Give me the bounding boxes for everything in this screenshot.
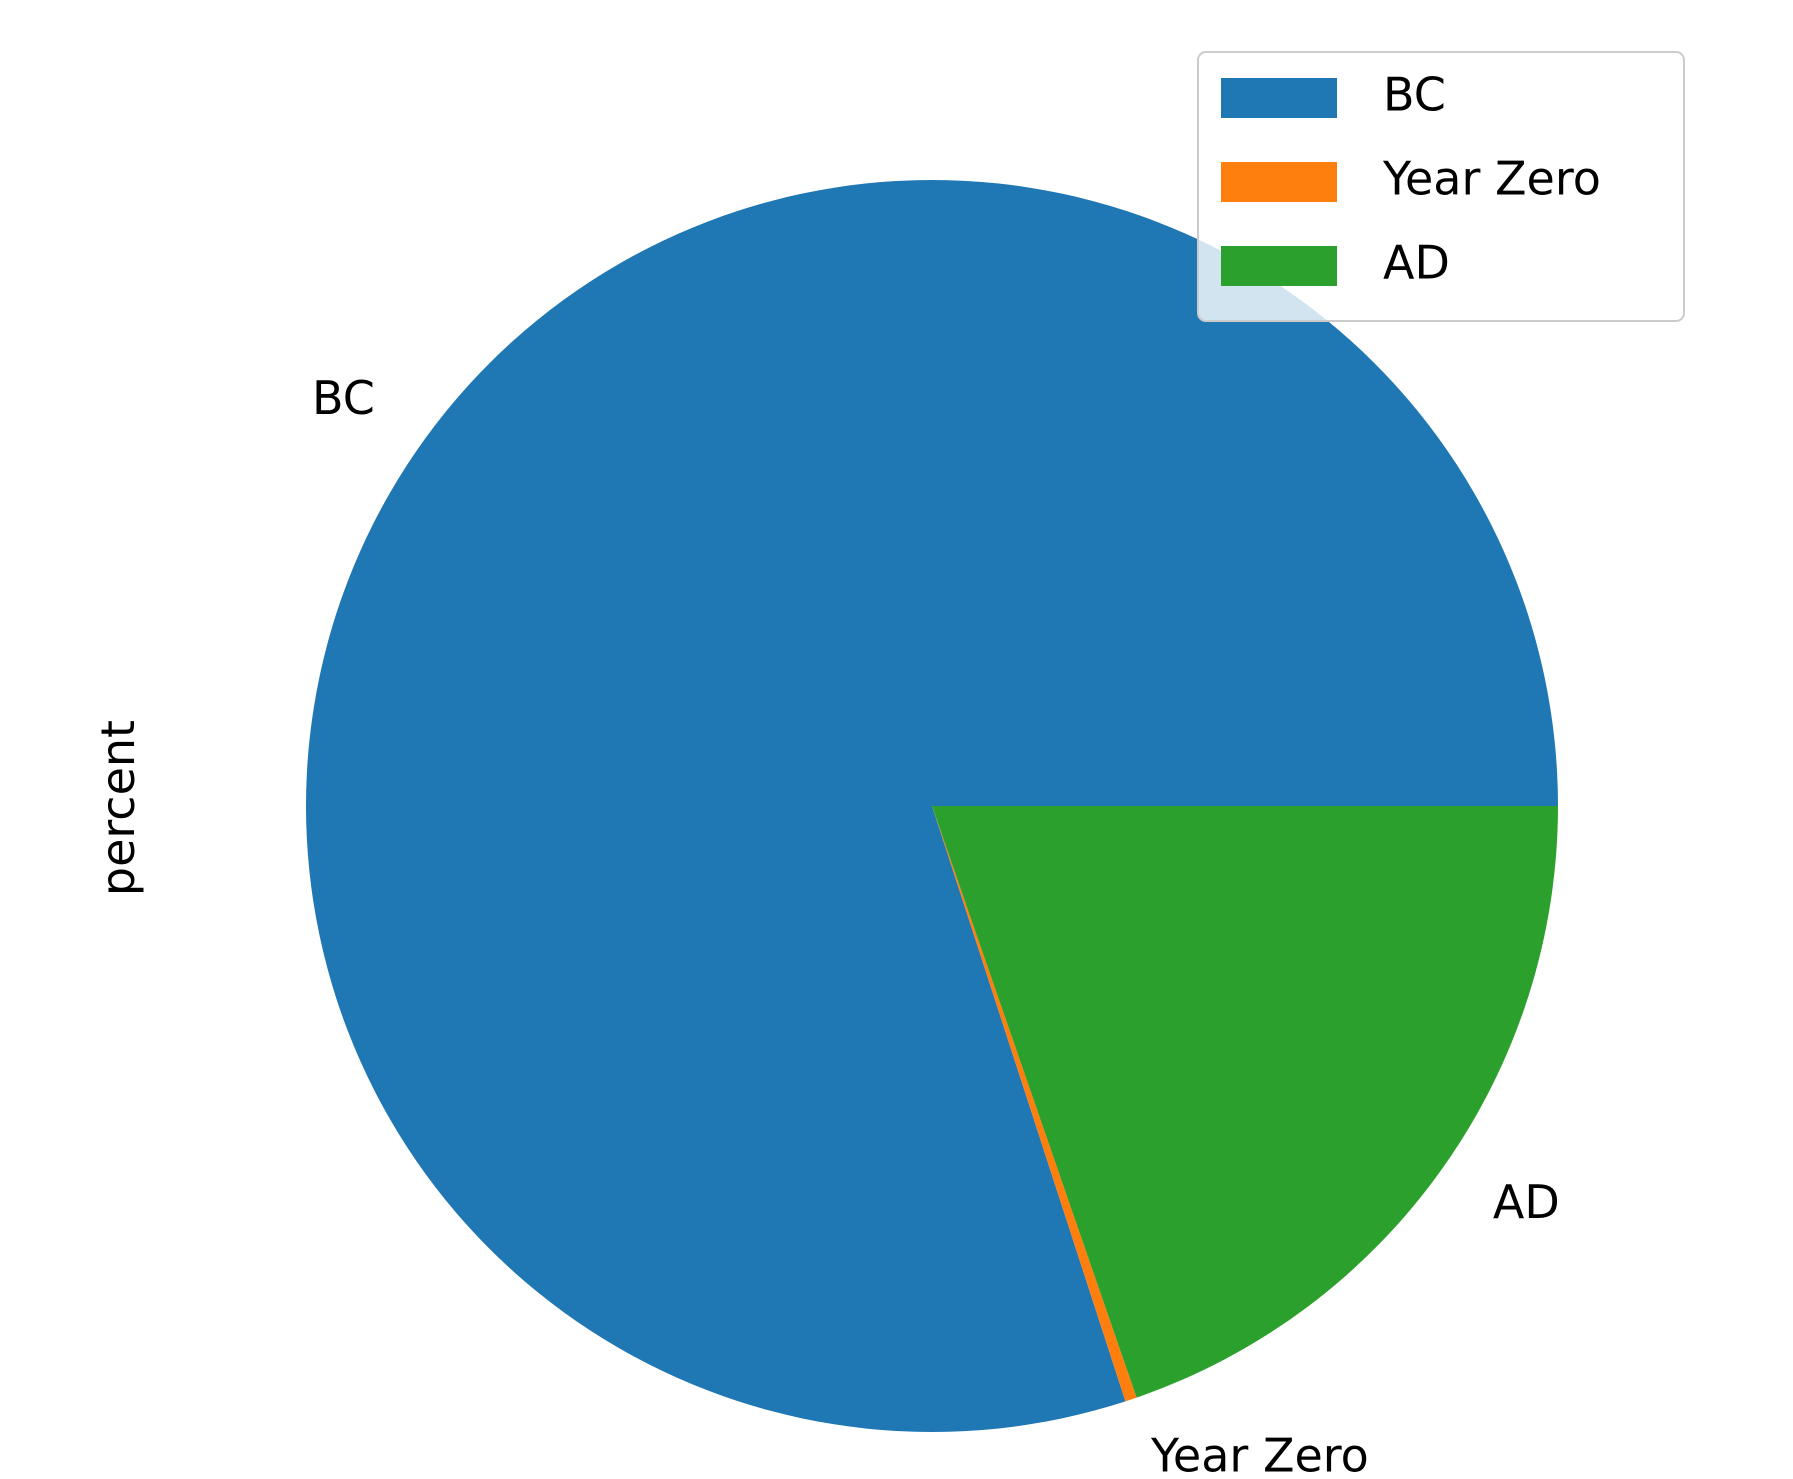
pie-slice-ad xyxy=(932,806,1558,1398)
legend-label-year-zero: Year Zero xyxy=(1382,152,1601,206)
pie-slice-bc xyxy=(305,179,1558,1432)
y-axis-label: percent xyxy=(91,720,145,896)
legend-swatch-bc xyxy=(1221,78,1337,118)
legend-swatch-year-zero xyxy=(1221,162,1337,202)
slice-labels: BC Year Zero AD xyxy=(312,371,1560,1479)
legend: BC Year Zero AD xyxy=(1197,51,1685,322)
legend-label-bc: BC xyxy=(1383,68,1446,122)
slice-label-ad: AD xyxy=(1493,1175,1560,1229)
pie-slices xyxy=(305,179,1558,1432)
legend-entries: BC Year Zero AD xyxy=(1221,68,1601,290)
pie-slice-year-zero xyxy=(932,806,1137,1402)
slice-label-bc: BC xyxy=(312,371,375,425)
legend-swatch-ad xyxy=(1221,246,1337,286)
slice-label-year-zero: Year Zero xyxy=(1150,1428,1369,1475)
legend-label-ad: AD xyxy=(1383,236,1450,290)
